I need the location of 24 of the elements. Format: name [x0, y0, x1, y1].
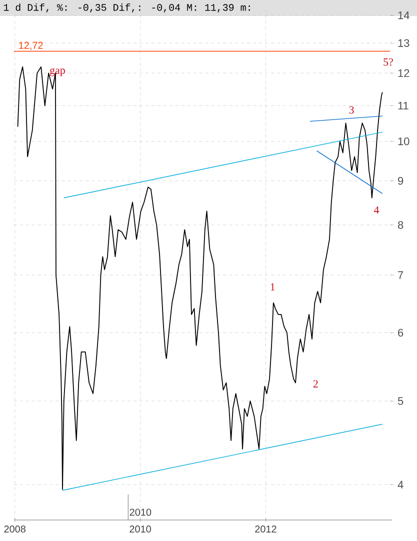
annotation: 1	[270, 283, 275, 291]
ref-line-label: 12,72	[19, 42, 43, 50]
x-tick-label: 2012	[255, 526, 276, 533]
annotation: 5?	[384, 58, 393, 66]
y-tick-label: 11	[398, 102, 408, 110]
y-tick-label: 9	[398, 176, 404, 185]
annotation: 2	[313, 380, 318, 388]
y-tick-label: 6	[398, 328, 404, 337]
x-tick-label: 2010	[130, 526, 151, 533]
y-tick-label: 4	[398, 480, 404, 488]
annotation: 4	[374, 206, 380, 214]
annotation: gap	[50, 68, 65, 76]
y-tick-label: 7	[398, 271, 404, 279]
annotation: 2010	[130, 508, 152, 516]
y-tick-label: 13	[398, 39, 410, 47]
y-tick-label: 10	[398, 137, 410, 146]
line-series	[17, 66, 383, 490]
x-tick-label: 2008	[4, 526, 26, 533]
y-tick-label: 14	[398, 12, 410, 20]
annotation: 3	[349, 106, 354, 114]
y-tick-label: 8	[398, 221, 404, 229]
chart-title: 1 d Dif, %: -0,35 Dif,: -0,04 M: 11,39 m:	[4, 4, 250, 12]
y-tick-label: 12	[398, 69, 410, 77]
y-tick-label: 5	[398, 397, 404, 405]
